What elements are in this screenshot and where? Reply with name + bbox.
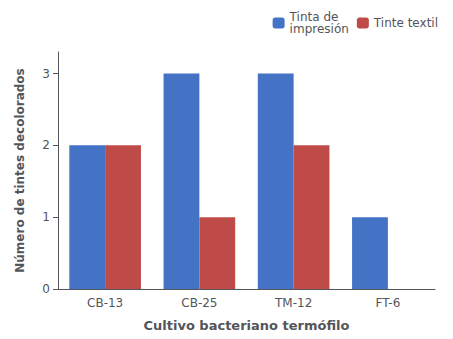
svg-text:TM-12: TM-12 xyxy=(274,296,312,310)
svg-text:CB-13: CB-13 xyxy=(87,296,123,310)
svg-text:Número de tintes decolorados: Número de tintes decolorados xyxy=(13,68,27,273)
svg-text:3: 3 xyxy=(42,67,50,81)
svg-text:CB-25: CB-25 xyxy=(181,296,217,310)
svg-text:FT-6: FT-6 xyxy=(375,296,400,310)
svg-text:Tinte textil: Tinte textil xyxy=(373,16,438,30)
svg-text:2: 2 xyxy=(42,138,50,152)
svg-text:Tinta de: Tinta de xyxy=(289,10,339,24)
svg-text:Cultivo bacteriano termófilo: Cultivo bacteriano termófilo xyxy=(144,318,350,333)
svg-text:0: 0 xyxy=(42,282,50,296)
svg-text:impresión: impresión xyxy=(290,22,349,36)
svg-text:1: 1 xyxy=(42,210,50,224)
